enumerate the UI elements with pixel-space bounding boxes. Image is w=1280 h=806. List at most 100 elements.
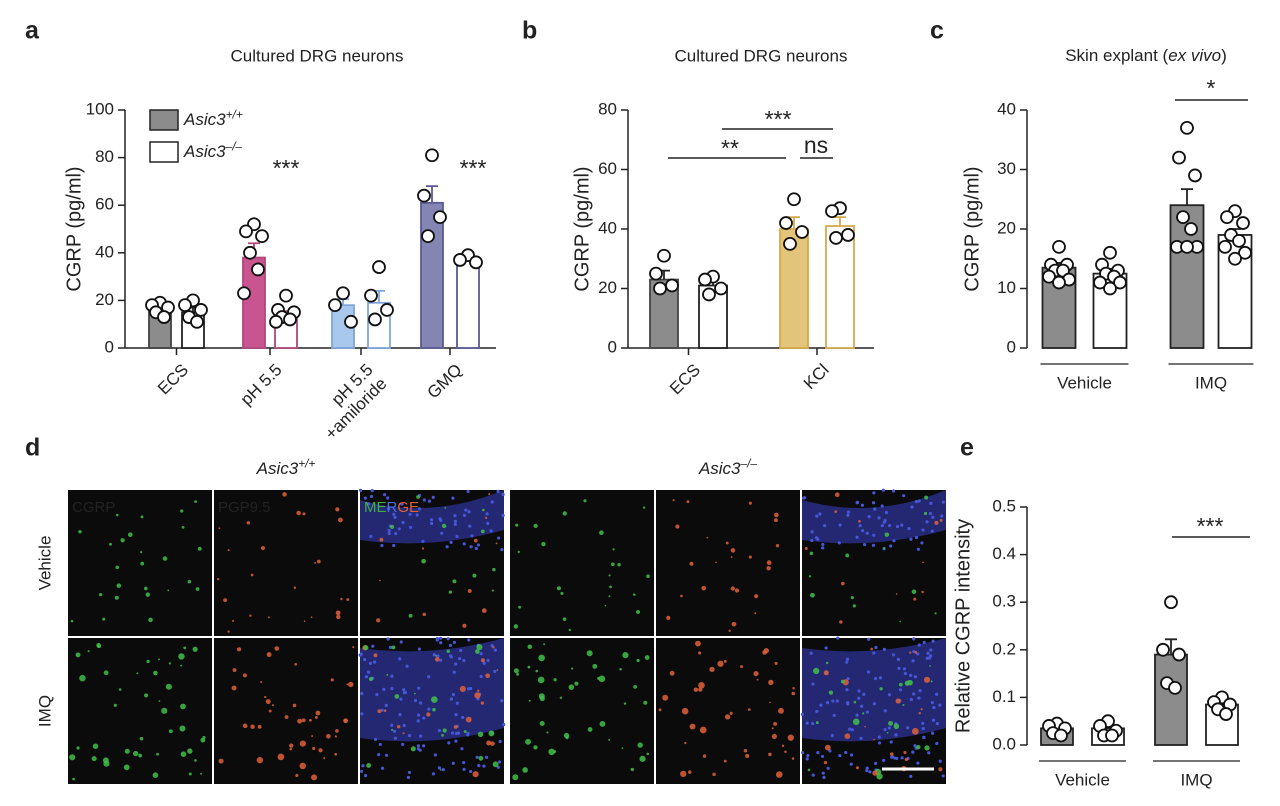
stain-signal <box>598 675 606 683</box>
stain-signal <box>113 703 117 707</box>
nucleus <box>912 692 916 696</box>
stain-signal <box>609 585 612 589</box>
stain-signal <box>488 493 491 496</box>
data-point <box>1052 239 1066 254</box>
nucleus <box>845 657 850 661</box>
nucleus <box>849 762 853 766</box>
stain-signal <box>145 592 151 597</box>
stain-signal <box>754 612 757 615</box>
stain-signal <box>92 743 99 749</box>
nucleus <box>390 674 394 678</box>
stain-signal <box>939 518 943 522</box>
treatment-label: Vehicle <box>35 536 54 591</box>
nucleus <box>497 760 502 764</box>
nucleus <box>402 691 407 695</box>
stain-signal <box>604 604 607 607</box>
stain-signal <box>314 561 316 564</box>
nucleus <box>501 492 505 497</box>
nucleus <box>393 515 397 519</box>
nucleus <box>452 670 456 674</box>
stain-signal <box>586 650 593 657</box>
nucleus <box>387 531 391 535</box>
stain-signal <box>426 712 431 717</box>
nucleus <box>883 709 887 713</box>
stain-signal <box>109 542 113 546</box>
stain-signal <box>422 612 426 617</box>
stain-signal <box>559 696 563 700</box>
stain-signal <box>728 629 731 632</box>
nucleus <box>453 514 457 518</box>
nucleus <box>405 664 409 668</box>
nucleus <box>500 548 504 552</box>
nucleus <box>427 707 431 711</box>
stain-signal <box>168 662 172 665</box>
stain-signal <box>574 681 579 686</box>
nucleus <box>836 636 840 640</box>
stain-signal <box>911 727 919 735</box>
nucleus <box>860 503 865 507</box>
stain-signal <box>315 710 321 716</box>
stain-signal <box>895 698 901 704</box>
nucleus <box>462 542 466 546</box>
stain-signal <box>124 748 130 754</box>
stain-signal <box>689 561 694 566</box>
stain-signal <box>227 630 230 633</box>
x-tick-label: ECS <box>666 361 704 399</box>
nucleus <box>921 721 925 725</box>
nucleus <box>447 741 451 745</box>
stain-signal <box>636 658 640 663</box>
panel-letter: d <box>25 434 40 462</box>
data-point <box>841 228 855 242</box>
nucleus <box>459 648 463 653</box>
stain-signal <box>180 751 187 757</box>
stain-signal <box>442 728 447 733</box>
nucleus <box>925 520 929 524</box>
data-point <box>1168 680 1182 695</box>
stain-signal <box>289 743 294 748</box>
stain-signal <box>301 718 306 723</box>
stain-signal <box>421 547 425 550</box>
nucleus <box>437 728 442 733</box>
stain-signal <box>265 699 271 705</box>
nucleus <box>462 767 466 771</box>
stain-signal <box>522 767 528 773</box>
nucleus <box>883 727 887 732</box>
data-point <box>1219 707 1233 721</box>
stain-signal <box>701 585 707 591</box>
stain-signal <box>643 700 648 705</box>
nucleus <box>358 653 362 657</box>
stain-signal <box>889 752 894 756</box>
nucleus <box>809 651 813 655</box>
y-tick-label: 0 <box>105 337 114 356</box>
stain-signal <box>583 499 587 503</box>
nucleus <box>431 772 436 776</box>
stain-signal <box>266 652 272 658</box>
stain-signal <box>467 588 472 593</box>
stain-signal <box>539 695 545 702</box>
data-point <box>336 286 350 301</box>
data-point <box>1188 168 1202 183</box>
nucleus <box>399 640 403 644</box>
nucleus <box>361 764 365 768</box>
stain-signal <box>78 530 82 534</box>
stain-signal <box>75 652 81 658</box>
y-axis-label: CGRP (pg/ml) <box>961 166 983 291</box>
nucleus <box>861 529 865 533</box>
x-tick-label: IMQ <box>1195 373 1227 392</box>
stain-signal <box>834 492 840 498</box>
data-point <box>698 272 712 287</box>
stain-signal <box>127 532 133 537</box>
stain-signal <box>194 500 198 503</box>
micrograph <box>510 638 654 784</box>
stain-signal <box>200 772 202 775</box>
nucleus <box>866 670 871 674</box>
nucleus <box>897 666 901 670</box>
stain-signal <box>402 732 405 735</box>
stain-signal <box>390 524 395 529</box>
stain-signal <box>923 511 928 516</box>
y-tick-label: 0.0 <box>992 734 1016 753</box>
data-point <box>1042 269 1056 284</box>
nucleus <box>847 727 852 731</box>
stain-signal <box>684 741 687 745</box>
nucleus <box>456 731 460 735</box>
